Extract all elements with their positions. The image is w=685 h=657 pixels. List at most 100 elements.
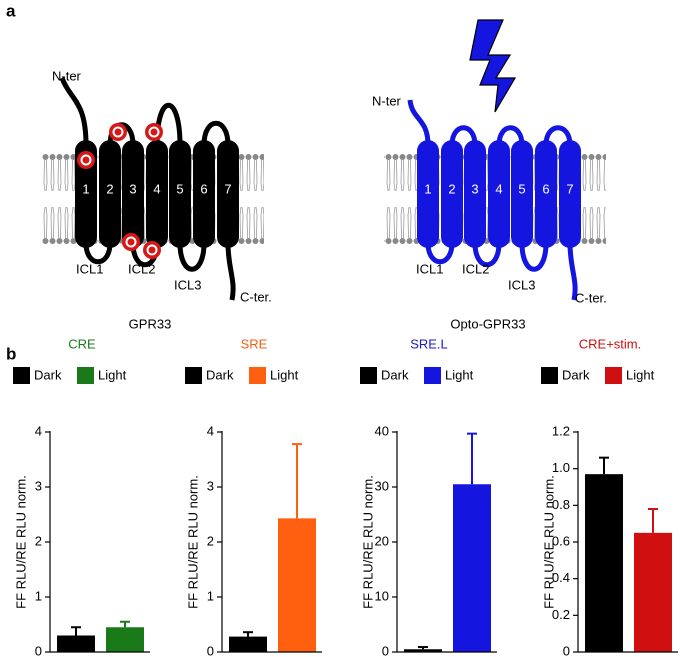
mutation-marker [145, 123, 163, 141]
legend-swatch [185, 367, 202, 384]
y-tick-label: 4 [207, 423, 214, 438]
y-tick-label: 3 [207, 478, 214, 493]
helix-label: 5 [518, 181, 525, 196]
c-ter: C-ter. [575, 290, 607, 305]
legend-label: Dark [34, 367, 62, 382]
helix-label: 1 [424, 181, 431, 196]
helix-label: 4 [495, 181, 502, 196]
chart-title: SRE [241, 336, 268, 351]
helix [169, 140, 191, 248]
mutation-marker [143, 241, 161, 259]
legend-label: Light [626, 367, 655, 382]
y-tick-label: 10 [375, 588, 389, 603]
legend-label: Light [270, 367, 299, 382]
bar [634, 532, 672, 652]
helix [535, 140, 557, 248]
helix-label: 2 [106, 181, 113, 196]
helix [122, 140, 144, 248]
mutation-marker [77, 151, 95, 169]
y-tick-label: 2 [35, 533, 42, 548]
chart-title: CRE+stim. [579, 336, 641, 351]
y-tick-label: 0.2 [552, 607, 570, 622]
loop-label: ICL2 [462, 261, 489, 276]
panel-label: a [6, 1, 16, 20]
n-terminus [407, 99, 431, 146]
helix [193, 140, 215, 248]
loop [472, 242, 502, 268]
legend-swatch [605, 367, 622, 384]
y-tick-label: 1.0 [552, 460, 570, 475]
legend-swatch [77, 367, 94, 384]
helix-label: 6 [542, 181, 549, 196]
loop [519, 242, 549, 272]
loop-label: ICL2 [128, 261, 155, 276]
legend-swatch [249, 367, 266, 384]
y-tick-label: 0.4 [552, 570, 570, 585]
diagram-title: Opto-GPR33 [450, 316, 525, 331]
chart-title: CRE [68, 336, 96, 351]
loop-label: ICL1 [76, 261, 103, 276]
loop-label: ICL1 [416, 261, 443, 276]
y-tick-label: 1 [207, 588, 214, 603]
helix [464, 140, 486, 248]
loop [425, 242, 455, 265]
mutation-marker-ring [80, 154, 92, 166]
y-tick-label: 1 [35, 588, 42, 603]
loop [543, 125, 573, 146]
helix [99, 140, 121, 248]
y-tick-label: 4 [35, 423, 42, 438]
loop [201, 120, 231, 146]
y-tick-label: 30 [375, 478, 389, 493]
helix [559, 140, 581, 248]
y-axis-label: FF RLU/RE RLU norm. [360, 475, 375, 609]
mutation-marker-ring [112, 126, 124, 138]
bar [453, 484, 491, 652]
light-bolt [469, 19, 517, 113]
c-ter: C-ter. [240, 289, 272, 304]
loop [83, 242, 113, 265]
loop [496, 125, 525, 146]
y-tick-label: 40 [375, 423, 389, 438]
loop-label: ICL3 [508, 277, 535, 292]
loop-label: ICL3 [174, 277, 201, 292]
c-terminus [567, 242, 578, 301]
bar [585, 474, 623, 652]
n-ter: N-ter [52, 68, 82, 83]
legend-swatch [13, 367, 30, 384]
n-terminus [59, 77, 89, 146]
legend-label: Light [445, 367, 474, 382]
chart-title: SRE.L [410, 336, 448, 351]
helix [488, 140, 510, 248]
mutation-marker [122, 233, 140, 251]
diagram: 1 2 3 4 5 6 7 1 2 3 4 5 6 7 [42, 77, 606, 301]
legend-label: Dark [381, 367, 409, 382]
helix-label: 1 [82, 181, 89, 196]
y-tick-label: 0 [207, 643, 214, 657]
y-tick-label: 2 [207, 533, 214, 548]
bar [404, 649, 442, 652]
y-axis-label: FF RLU/RE RLU norm. [541, 475, 556, 609]
bar [229, 636, 267, 652]
helix [217, 140, 239, 248]
y-tick-label: 0 [382, 643, 389, 657]
helix-label: 4 [153, 181, 160, 196]
helix-label: 7 [566, 181, 573, 196]
helix-label: 3 [129, 181, 136, 196]
y-tick-label: 0 [563, 643, 570, 657]
helix [511, 140, 533, 248]
mutation-marker-ring [125, 236, 137, 248]
loop [177, 242, 207, 272]
helix-label: 6 [200, 181, 207, 196]
helix-label: 3 [471, 181, 478, 196]
bar [278, 518, 316, 652]
diagram-title: GPR33 [129, 316, 172, 331]
helix [417, 140, 439, 248]
y-tick-label: 3 [35, 478, 42, 493]
legend-label: Dark [206, 367, 234, 382]
helix-label: 5 [176, 181, 183, 196]
loop [449, 125, 478, 146]
y-tick-label: 0.8 [552, 497, 570, 512]
legend-swatch [360, 367, 377, 384]
bar [57, 635, 95, 652]
